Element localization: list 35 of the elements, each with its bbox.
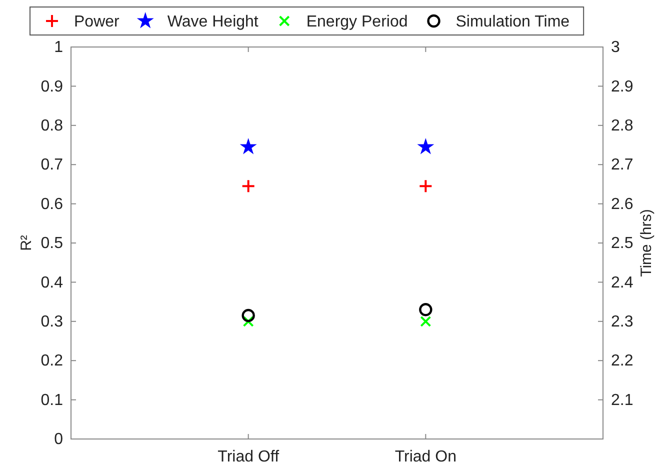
y2-tick-label: 2.8 xyxy=(611,118,634,135)
y-tick-label: 0.7 xyxy=(40,156,64,174)
y2-tick-label: 2.5 xyxy=(611,235,634,252)
y2-tick-label: 2.4 xyxy=(611,274,634,292)
y-tick-label: 0 xyxy=(54,431,64,448)
x-tick-label: Triad On xyxy=(394,448,456,466)
point xyxy=(420,316,432,327)
y2-tick-label: 2.3 xyxy=(611,314,634,331)
legend-label: Power xyxy=(74,14,120,31)
y2-tick-label: 2.2 xyxy=(611,352,634,370)
y-tick-label: 0.2 xyxy=(40,352,64,370)
legend-label: Wave Height xyxy=(167,14,259,31)
point xyxy=(240,138,257,154)
y2-tick-label: 2.7 xyxy=(611,156,634,174)
x-tick-label: Triad Off xyxy=(218,448,280,466)
y2-tick-label: 2.6 xyxy=(611,196,634,213)
y-tick-label: 1 xyxy=(54,39,64,56)
legend-label: Simulation Time xyxy=(456,14,570,31)
y-tick-label: 0.3 xyxy=(40,314,64,331)
legend-label: Energy Period xyxy=(306,14,408,31)
y2-tick-label: 2.1 xyxy=(611,392,634,409)
y-tick-label: 0.5 xyxy=(40,235,64,252)
y2-tick-label: 3 xyxy=(611,39,620,56)
y-tick-label: 0.9 xyxy=(40,78,64,96)
y-tick-label: 0.4 xyxy=(40,274,64,292)
point xyxy=(418,179,433,194)
y-tick-label: 0.8 xyxy=(40,118,64,135)
y-axis-title: R² xyxy=(18,235,35,251)
y-tick-label: 0.6 xyxy=(40,196,64,213)
y-tick-label: 0.1 xyxy=(40,392,64,409)
point xyxy=(242,316,254,327)
point xyxy=(417,138,434,154)
y2-axis-title: Time (hrs) xyxy=(638,209,655,277)
y2-tick-label: 2.9 xyxy=(611,78,634,96)
point xyxy=(241,179,256,194)
